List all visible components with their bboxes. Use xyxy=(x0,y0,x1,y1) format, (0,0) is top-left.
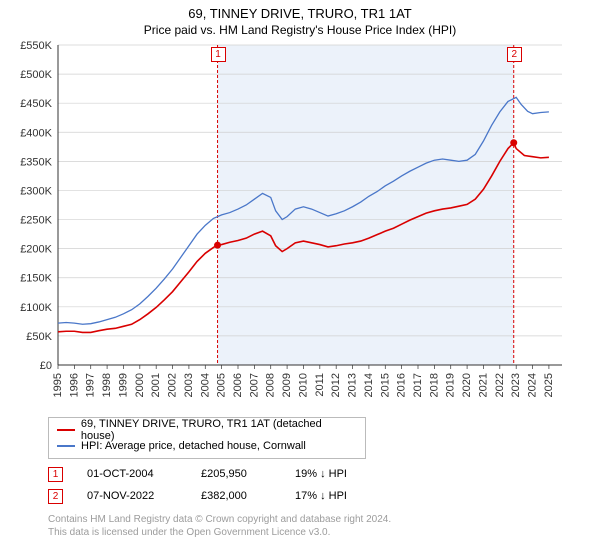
svg-text:£400K: £400K xyxy=(20,127,52,139)
svg-text:2010: 2010 xyxy=(297,373,309,397)
svg-text:1997: 1997 xyxy=(85,373,97,397)
svg-text:2002: 2002 xyxy=(167,373,179,397)
transaction-row: 1 01-OCT-2004 £205,950 19% ↓ HPI xyxy=(48,463,590,485)
legend-label: 69, TINNEY DRIVE, TRURO, TR1 1AT (detach… xyxy=(81,418,357,442)
svg-text:2011: 2011 xyxy=(314,373,326,397)
svg-text:2014: 2014 xyxy=(363,373,375,397)
house-price-chart-card: 69, TINNEY DRIVE, TRURO, TR1 1AT Price p… xyxy=(0,0,600,560)
svg-text:1996: 1996 xyxy=(68,373,80,397)
svg-text:2018: 2018 xyxy=(428,373,440,397)
svg-text:1998: 1998 xyxy=(101,373,113,397)
svg-text:2021: 2021 xyxy=(477,373,489,397)
svg-text:2012: 2012 xyxy=(330,373,342,397)
svg-text:2016: 2016 xyxy=(396,373,408,397)
svg-text:2008: 2008 xyxy=(265,373,277,397)
chart-marker-1: 1 xyxy=(211,47,226,62)
svg-text:£550K: £550K xyxy=(20,41,52,52)
svg-text:2017: 2017 xyxy=(412,373,424,397)
transaction-vs-hpi: 19% ↓ HPI xyxy=(295,468,347,480)
svg-text:£150K: £150K xyxy=(20,273,52,285)
transactions-list: 1 01-OCT-2004 £205,950 19% ↓ HPI 2 07-NOV-202… xyxy=(48,463,590,507)
svg-text:2003: 2003 xyxy=(183,373,195,397)
transaction-date: 07-NOV-2022 xyxy=(87,490,177,502)
legend-row: 69, TINNEY DRIVE, TRURO, TR1 1AT (detach… xyxy=(57,422,357,438)
transaction-price: £205,950 xyxy=(201,468,271,480)
svg-text:1995: 1995 xyxy=(52,373,64,397)
footer-line-2: This data is licensed under the Open Gov… xyxy=(48,526,590,539)
transaction-marker-2: 2 xyxy=(48,489,63,504)
svg-text:2023: 2023 xyxy=(510,373,522,397)
svg-text:£50K: £50K xyxy=(26,331,52,343)
svg-text:£0: £0 xyxy=(40,360,52,372)
transaction-price: £382,000 xyxy=(201,490,271,502)
svg-text:£350K: £350K xyxy=(20,156,52,168)
svg-text:£450K: £450K xyxy=(20,98,52,110)
svg-text:2000: 2000 xyxy=(134,373,146,397)
svg-text:£200K: £200K xyxy=(20,244,52,256)
svg-text:2007: 2007 xyxy=(248,373,260,397)
svg-text:2004: 2004 xyxy=(199,373,211,397)
transaction-row: 2 07-NOV-2022 £382,000 17% ↓ HPI xyxy=(48,485,590,507)
legend-label: HPI: Average price, detached house, Corn… xyxy=(81,440,306,452)
footer-line-1: Contains HM Land Registry data © Crown c… xyxy=(48,513,590,526)
svg-text:2013: 2013 xyxy=(347,373,359,397)
svg-text:2009: 2009 xyxy=(281,373,293,397)
svg-text:2025: 2025 xyxy=(543,373,555,397)
transaction-vs-hpi: 17% ↓ HPI xyxy=(295,490,347,502)
svg-text:£300K: £300K xyxy=(20,185,52,197)
chart-marker-2: 2 xyxy=(507,47,522,62)
transaction-date: 01-OCT-2004 xyxy=(87,468,177,480)
svg-text:2015: 2015 xyxy=(379,373,391,397)
address-title: 69, TINNEY DRIVE, TRURO, TR1 1AT xyxy=(0,0,600,21)
legend-swatch xyxy=(57,445,75,447)
svg-text:£500K: £500K xyxy=(20,69,52,81)
svg-text:£250K: £250K xyxy=(20,215,52,227)
chart-subtitle: Price paid vs. HM Land Registry's House … xyxy=(0,21,600,41)
line-chart: £0 £50K £100K £150K £200K £250K £300K £350K £400… xyxy=(10,41,570,411)
svg-text:2019: 2019 xyxy=(445,373,457,397)
copyright-footer: Contains HM Land Registry data © Crown c… xyxy=(48,513,590,539)
svg-text:2020: 2020 xyxy=(461,373,473,397)
svg-text:2006: 2006 xyxy=(232,373,244,397)
svg-text:£100K: £100K xyxy=(20,302,52,314)
legend-swatch xyxy=(57,429,75,431)
svg-text:2005: 2005 xyxy=(216,373,228,397)
chart-svg: £0 £50K £100K £150K £200K £250K £300K £350K £400… xyxy=(10,41,570,411)
legend-box: 69, TINNEY DRIVE, TRURO, TR1 1AT (detach… xyxy=(48,417,366,459)
transaction-marker-1: 1 xyxy=(48,467,63,482)
svg-text:2022: 2022 xyxy=(494,373,506,397)
svg-text:2001: 2001 xyxy=(150,373,162,397)
svg-text:1999: 1999 xyxy=(117,373,129,397)
svg-text:2024: 2024 xyxy=(527,373,539,397)
